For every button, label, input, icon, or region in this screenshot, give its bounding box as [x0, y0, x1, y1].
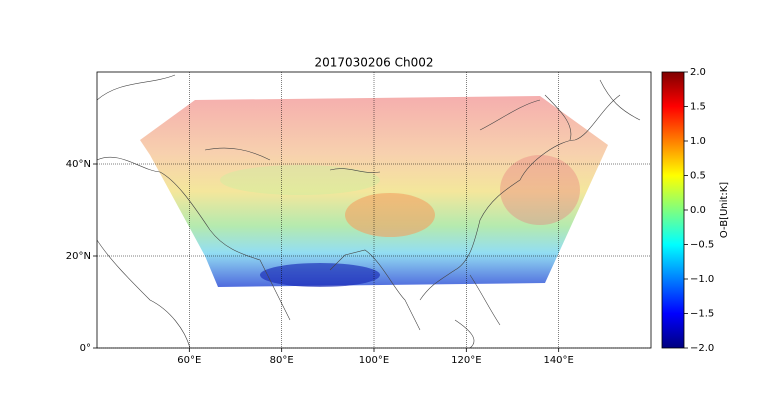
swath-patch	[345, 193, 435, 237]
colorbar-tick-label: −2.0	[690, 343, 714, 354]
colorbar	[661, 71, 685, 349]
swath-patch	[500, 155, 580, 225]
colorbar-tick-label: 2.0	[690, 67, 706, 78]
y-tick-label: 0°	[80, 343, 91, 354]
y-tick-label: 20°N	[66, 251, 91, 262]
map-area	[97, 74, 641, 348]
colorbar-tick-label: −1.5	[690, 309, 714, 320]
x-tick-label: 80°E	[270, 355, 294, 366]
x-tick-label: 140°E	[543, 355, 573, 366]
colorbar-label: O-B[Unit:K]	[719, 182, 730, 238]
colorbar-tick-label: −1.0	[690, 274, 714, 285]
x-tick-label: 100°E	[359, 355, 389, 366]
x-tick-label: 120°E	[451, 355, 481, 366]
swath-patch	[220, 165, 380, 195]
coastline	[204, 79, 641, 348]
observation-swath	[140, 96, 608, 287]
colorbar-tick-label: 0.0	[690, 205, 706, 216]
colorbar-tick-label: −0.5	[690, 240, 714, 251]
y-tick-label: 40°N	[66, 159, 91, 170]
coastline	[97, 74, 621, 348]
map-title: 2017030206 Ch002	[314, 56, 433, 70]
colorbar-tick-label: 0.5	[690, 171, 706, 182]
swath-patch	[260, 263, 380, 287]
colorbar-tick-label: 1.5	[690, 102, 706, 113]
x-tick-label: 60°E	[177, 355, 201, 366]
colorbar-tick-label: 1.0	[690, 136, 706, 147]
